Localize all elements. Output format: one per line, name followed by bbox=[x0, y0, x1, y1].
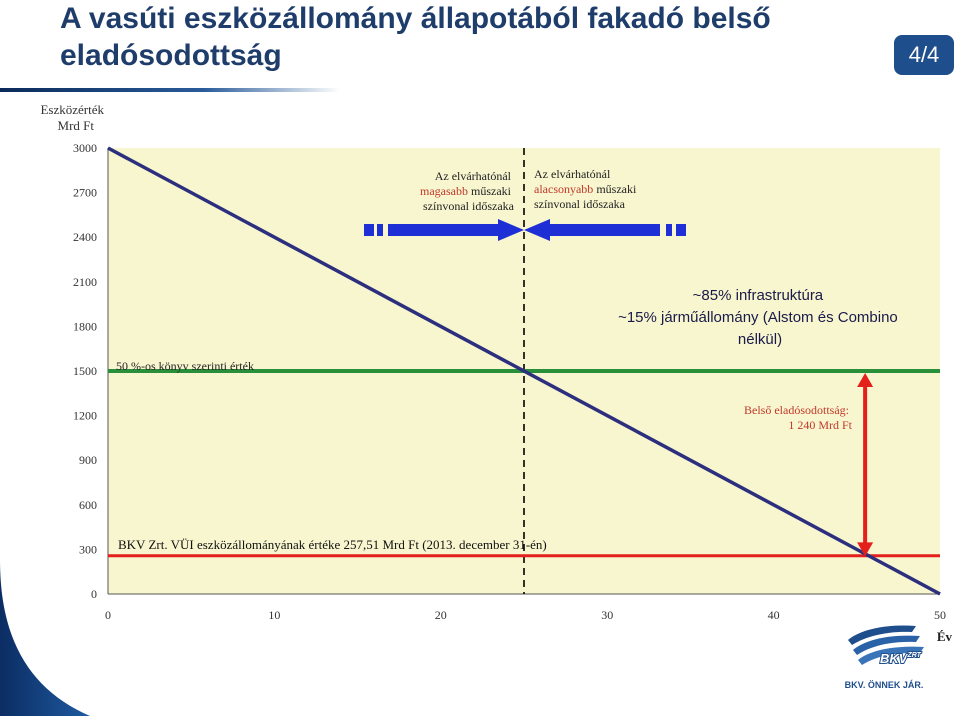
lower-period-arrow bbox=[524, 219, 686, 241]
bkv-logo-sup: ZRT bbox=[906, 652, 921, 659]
lower-period-label-line-2: alacsonyabb műszaki bbox=[534, 182, 637, 196]
slide-title: A vasúti eszközállomány állapotából faka… bbox=[60, 0, 880, 74]
asset-value-label: BKV Zrt. VÜI eszközállományának értéke 2… bbox=[118, 537, 547, 552]
book-value-label: 50 %-os könyv szerinti érték bbox=[116, 359, 254, 373]
higher-period-label-line-3: színvonal időszaka bbox=[423, 199, 515, 213]
y-tick-label: 600 bbox=[79, 498, 97, 512]
x-tick-label: 20 bbox=[435, 608, 447, 622]
lower-period-label: Az elvárhatónál alacsonyabb műszaki szín… bbox=[534, 167, 639, 211]
bkv-logo-mark bbox=[848, 625, 924, 665]
y-tick-label: 900 bbox=[79, 453, 97, 467]
x-tick-label: 0 bbox=[105, 608, 111, 622]
y-tick-label: 1500 bbox=[73, 364, 97, 378]
lower-period-technical: műszaki bbox=[593, 182, 637, 196]
y-tick-label: 1200 bbox=[73, 409, 97, 423]
asset-share-line-3: nélkül) bbox=[738, 331, 782, 348]
slide-title-line-2: eladósodottság bbox=[60, 39, 282, 72]
asset-share-line-1: ~85% infrastruktúra bbox=[693, 287, 824, 304]
y-tick-label: 300 bbox=[79, 542, 97, 556]
y-tick-label: 2700 bbox=[73, 186, 97, 200]
higher-period-label: Az elvárhatónál magasabb műszaki színvon… bbox=[420, 169, 515, 213]
y-tick-label: 2400 bbox=[73, 230, 97, 244]
asset-share-note: ~85% infrastruktúra ~15% járműállomány (… bbox=[618, 287, 902, 348]
higher-period-emphasis: magasabb bbox=[420, 184, 468, 198]
internal-debt-label-line-2: 1 240 Mrd Ft bbox=[788, 418, 852, 432]
y-axis-title-line-1: Eszközérték bbox=[40, 102, 104, 117]
bkv-slogan: BKV. ÖNNEK JÁR. bbox=[845, 680, 924, 690]
decorative-swoosh bbox=[0, 560, 90, 716]
bkv-logo-text: BKV bbox=[880, 651, 909, 666]
internal-debt-label: Belső eladósodottság: 1 240 Mrd Ft bbox=[744, 403, 853, 432]
bkv-logo-wordmark: BKVZRT bbox=[880, 651, 922, 666]
y-tick-label: 2100 bbox=[73, 275, 97, 289]
lower-period-emphasis: alacsonyabb bbox=[534, 182, 593, 196]
lower-period-label-line-1: Az elvárhatónál bbox=[534, 167, 611, 181]
x-tick-label: 50 bbox=[934, 608, 946, 622]
depreciation-line bbox=[107, 146, 941, 596]
higher-period-technical: műszaki bbox=[468, 184, 512, 198]
internal-debt-arrow bbox=[857, 373, 874, 557]
x-tick-label: 30 bbox=[601, 608, 613, 622]
lower-period-label-line-3: színvonal időszaka bbox=[534, 197, 626, 211]
y-tick-label: 1800 bbox=[73, 319, 97, 333]
internal-debt-label-line-1: Belső eladósodottság: bbox=[744, 403, 849, 417]
higher-period-arrow bbox=[364, 219, 524, 241]
bkv-logo: BKVZRT BKV. ÖNNEK JÁR. bbox=[845, 625, 924, 690]
higher-period-label-line-2: magasabb műszaki bbox=[420, 184, 512, 198]
x-tick-label: 40 bbox=[768, 608, 780, 622]
x-axis-title: Év bbox=[937, 629, 953, 644]
higher-period-label-line-1: Az elvárhatónál bbox=[435, 169, 512, 183]
y-tick-label: 0 bbox=[91, 587, 97, 601]
slide-title-line-1: A vasúti eszközállomány állapotából faka… bbox=[60, 2, 771, 35]
asset-share-line-2: ~15% járműállomány (Alstom és Combino bbox=[618, 309, 898, 326]
y-axis-title-line-2: Mrd Ft bbox=[58, 118, 95, 133]
page-number-badge: 4/4 bbox=[894, 35, 954, 75]
y-tick-label: 3000 bbox=[73, 141, 97, 155]
x-tick-label: 10 bbox=[268, 608, 280, 622]
title-underline bbox=[0, 88, 340, 92]
